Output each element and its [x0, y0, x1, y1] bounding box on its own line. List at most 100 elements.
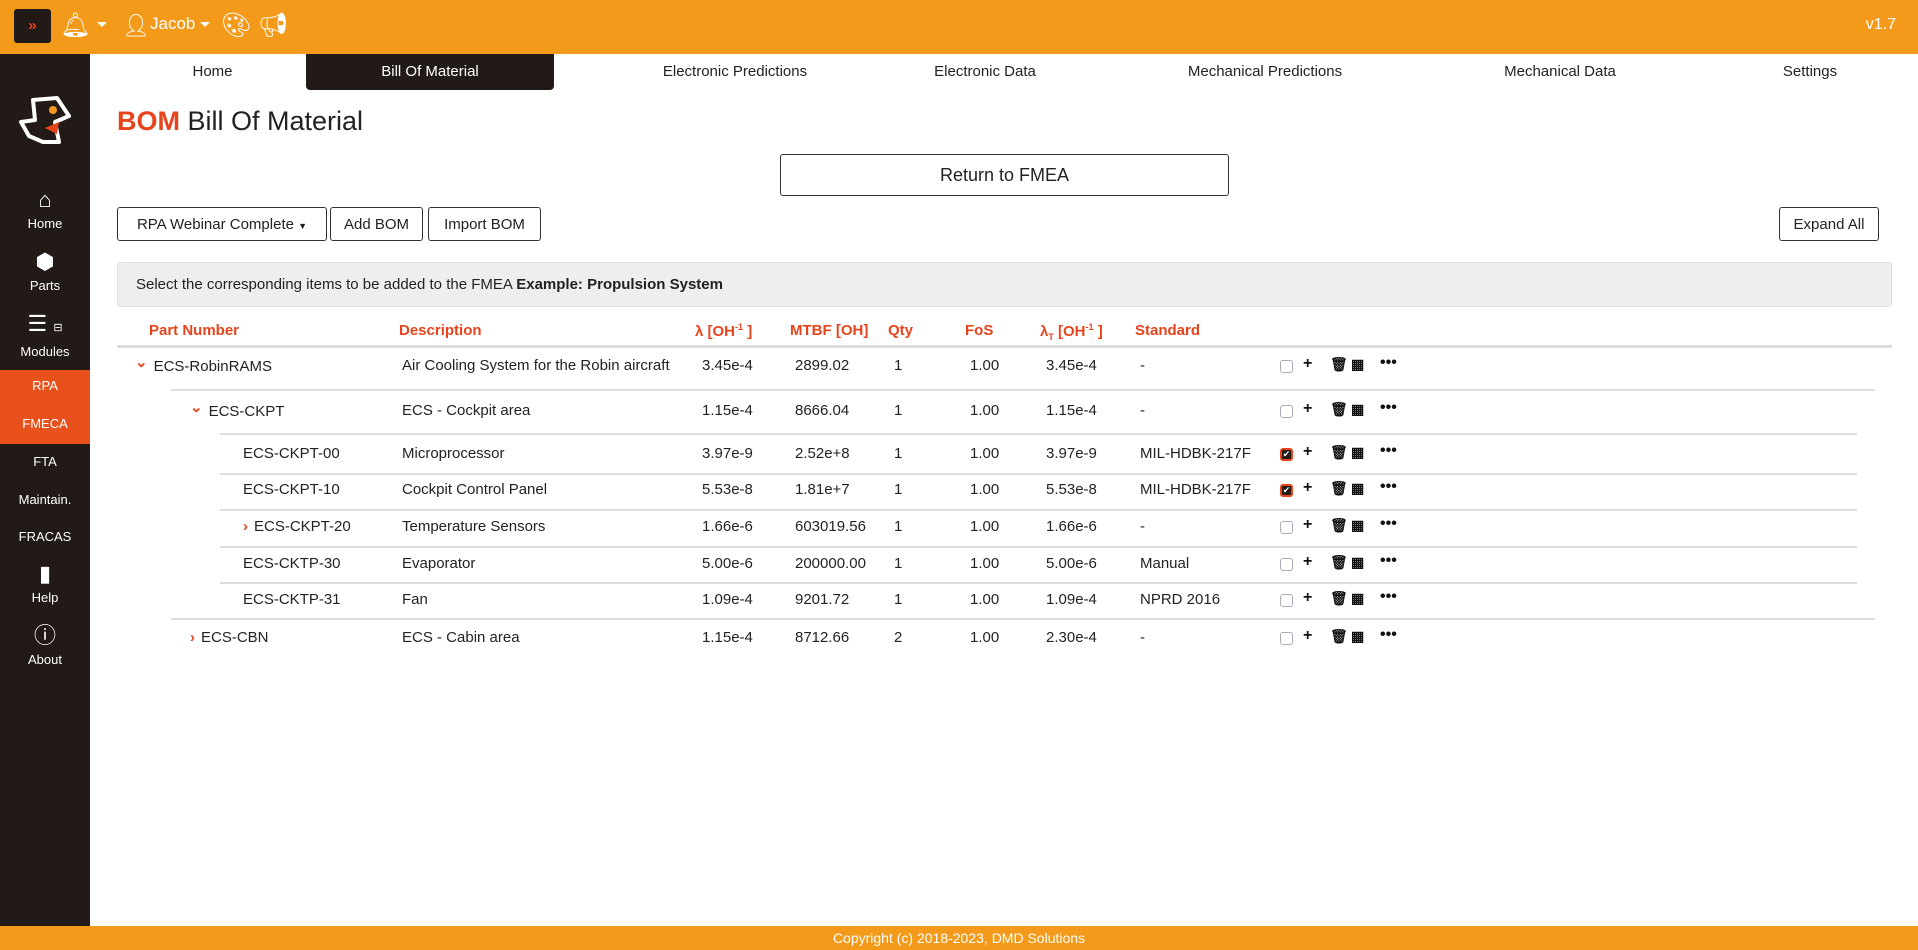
calculator-icon[interactable]: ▦	[1351, 517, 1365, 533]
select-checkbox[interactable]	[1280, 632, 1293, 645]
tab-home[interactable]: Home	[192, 63, 233, 80]
trash-icon[interactable]: 🗑︎	[1330, 480, 1348, 496]
chevron-down-icon[interactable]	[200, 22, 210, 27]
tab-electronic-predictions[interactable]: Electronic Predictions	[662, 63, 808, 80]
part-number-cell: ECS-CKTP-30	[243, 555, 341, 572]
sidebar-item-fracas[interactable]: FRACAS	[18, 529, 72, 544]
trash-icon[interactable]: 🗑︎	[1330, 628, 1348, 644]
desc-cell: Microprocessor	[402, 445, 505, 462]
sidebar-item-about[interactable]: ⓘ About	[0, 624, 90, 668]
qty-cell: 1	[894, 357, 903, 374]
tab-electronic-data[interactable]: Electronic Data	[934, 63, 1036, 80]
add-icon[interactable]: +	[1303, 355, 1313, 372]
qty-cell: 1	[894, 402, 903, 419]
select-checkbox[interactable]: ✔	[1280, 448, 1293, 461]
more-options-icon[interactable]: •••	[1380, 354, 1397, 371]
header-description: Description	[399, 322, 482, 339]
user-menu[interactable]: Jacob	[150, 14, 196, 33]
more-options-icon[interactable]: •••	[1380, 399, 1397, 416]
more-options-icon[interactable]: •••	[1380, 588, 1397, 605]
row-divider	[171, 389, 1875, 391]
calculator-icon[interactable]: ▦	[1351, 590, 1365, 606]
sidebar-item-fmeca[interactable]: FMECA	[22, 416, 68, 431]
more-options-icon[interactable]: •••	[1380, 626, 1397, 643]
desc-cell: Cockpit Control Panel	[402, 481, 548, 498]
select-checkbox[interactable]	[1280, 594, 1293, 607]
bom-select-dropdown[interactable]: RPA Webinar Complete ▼	[117, 207, 327, 241]
mtbf-cell: 1.81e+7	[795, 481, 850, 498]
trash-icon[interactable]: 🗑︎	[1330, 401, 1348, 417]
import-bom-button[interactable]: Import BOM	[428, 207, 541, 241]
palette-icon[interactable]: 🎨︎	[221, 12, 252, 39]
header-fos: FoS	[965, 322, 994, 339]
more-options-icon[interactable]: •••	[1380, 552, 1397, 569]
chevron-down-icon[interactable]: ⌄	[135, 354, 148, 371]
header-standard: Standard	[1135, 322, 1201, 339]
add-icon[interactable]: +	[1303, 627, 1313, 644]
calculator-icon[interactable]: ▦	[1351, 356, 1365, 372]
tab-mechanical-data[interactable]: Mechanical Data	[1504, 63, 1616, 80]
return-to-fmea-button[interactable]: Return to FMEA	[780, 154, 1229, 196]
chevron-down-icon[interactable]: ⌄	[190, 399, 203, 416]
info-banner: Select the corresponding items to be add…	[117, 262, 1892, 307]
megaphone-icon[interactable]: 📢︎	[258, 12, 289, 39]
trash-icon[interactable]: 🗑︎	[1330, 356, 1348, 372]
tab-bill-of-material[interactable]: Bill Of Material	[306, 54, 554, 90]
select-checkbox[interactable]	[1280, 405, 1293, 418]
expand-all-button[interactable]: Expand All	[1779, 207, 1879, 241]
trash-icon[interactable]: 🗑︎	[1330, 590, 1348, 606]
trash-icon[interactable]: 🗑︎	[1330, 444, 1348, 460]
book-icon: ▮	[38, 561, 52, 586]
trash-icon[interactable]: 🗑︎	[1330, 554, 1348, 570]
add-icon[interactable]: +	[1303, 516, 1313, 533]
part-number-cell: ECS-CKPT-10	[243, 481, 340, 498]
calculator-icon[interactable]: ▦	[1351, 554, 1365, 570]
calculator-icon[interactable]: ▦	[1351, 444, 1365, 460]
calculator-icon[interactable]: ▦	[1351, 401, 1365, 417]
sidebar-item-fta[interactable]: FTA	[33, 454, 57, 469]
add-icon[interactable]: +	[1303, 553, 1313, 570]
more-options-icon[interactable]: •••	[1380, 442, 1397, 459]
lambda-cell: 5.53e-8	[702, 481, 753, 498]
sidebar-item-modules[interactable]: ☰ ⊟ Modules	[0, 312, 90, 360]
part-number-cell[interactable]: › ECS-CKPT-20	[243, 518, 351, 535]
add-bom-button[interactable]: Add BOM	[330, 207, 423, 241]
sidebar-item-help[interactable]: ▮ Help	[0, 561, 90, 606]
select-checkbox[interactable]	[1280, 360, 1293, 373]
sidebar-item-rpa[interactable]: RPA	[32, 378, 58, 393]
calculator-icon[interactable]: ▦	[1351, 628, 1365, 644]
calculator-icon[interactable]: ▦	[1351, 480, 1365, 496]
fos-cell: 1.00	[970, 629, 1000, 646]
more-options-icon[interactable]: •••	[1380, 515, 1397, 532]
lambdat-cell: 1.66e-6	[1046, 518, 1097, 535]
chevron-right-icon[interactable]: ›	[190, 629, 195, 646]
tab-settings[interactable]: Settings	[1782, 63, 1838, 80]
select-checkbox[interactable]	[1280, 521, 1293, 534]
chevron-right-icon[interactable]: ›	[243, 518, 248, 535]
avatar[interactable]: 👤︎	[122, 13, 150, 38]
bell-icon[interactable]: 🔔︎	[60, 12, 91, 39]
sidebar-item-maintain[interactable]: Maintain.	[18, 492, 72, 507]
sidebar-item-home[interactable]: ⌂ Home	[0, 188, 90, 232]
add-icon[interactable]: +	[1303, 589, 1313, 606]
lambda-cell: 1.15e-4	[702, 402, 753, 419]
add-icon[interactable]: +	[1303, 400, 1313, 417]
more-options-icon[interactable]: •••	[1380, 478, 1397, 495]
add-icon[interactable]: +	[1303, 443, 1313, 460]
select-checkbox[interactable]: ✔	[1280, 484, 1293, 497]
part-number-cell[interactable]: ⌄ ECS-CKPT	[190, 399, 285, 420]
lambdat-cell: 5.00e-6	[1046, 555, 1097, 572]
lambda-cell: 1.66e-6	[702, 518, 753, 535]
desc-cell: ECS - Cockpit area	[402, 402, 531, 419]
sidebar-item-parts[interactable]: ⬢ Parts	[0, 250, 90, 294]
fos-cell: 1.00	[970, 518, 1000, 535]
add-icon[interactable]: +	[1303, 479, 1313, 496]
select-checkbox[interactable]	[1280, 558, 1293, 571]
tab-mechanical-predictions[interactable]: Mechanical Predictions	[1187, 63, 1343, 80]
part-number-cell: ECS-CKPT-00	[243, 445, 340, 462]
part-number-cell[interactable]: › ECS-CBN	[190, 629, 269, 646]
trash-icon[interactable]: 🗑︎	[1330, 517, 1348, 533]
chevron-down-icon[interactable]	[97, 22, 107, 27]
sidebar-toggle-button[interactable]: »	[14, 9, 51, 43]
part-number-cell[interactable]: ⌄ ECS-RobinRAMS	[135, 354, 272, 375]
